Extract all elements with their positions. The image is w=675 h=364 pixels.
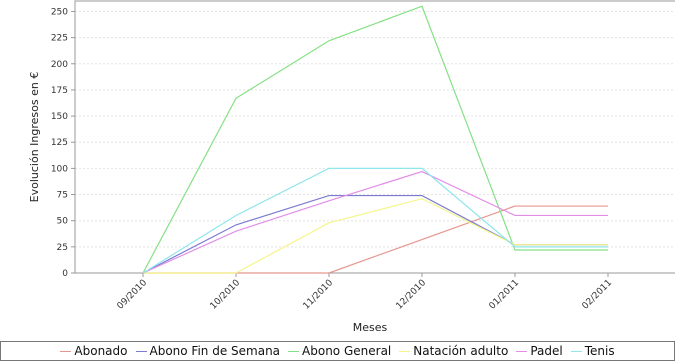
legend: Abonado Abono Fin de Semana Abono General N…	[0, 341, 675, 361]
chart: 0 25 50 75 100 125 150 175 200 225 250 09/2010 10/2…	[28, 0, 675, 334]
legend-item: Abonado	[60, 344, 128, 358]
x-axis-ticks: 09/2010 10/2010 11/2010 12/2010 01/2011 02/20…	[116, 273, 615, 312]
legend-swatch	[135, 350, 147, 352]
x-axis-title: Meses	[353, 321, 388, 334]
legend-label: Abono General	[302, 344, 392, 358]
x-tick-label: 11/2010	[302, 278, 336, 312]
y-tick-label: 100	[51, 164, 68, 174]
y-tick-label: 75	[57, 191, 68, 201]
series-line-tenis	[142, 167, 608, 274]
y-tick-label: 200	[51, 60, 68, 70]
series-line-padel	[142, 170, 608, 274]
series-line-abono-general	[142, 5, 608, 274]
x-tick-label: 09/2010	[116, 278, 150, 312]
series-line-abono-fin-de-semana	[142, 194, 608, 274]
legend-label: Padel	[530, 344, 563, 358]
y-tick-label: 25	[57, 243, 68, 253]
plot-area-border	[74, 0, 675, 274]
legend-item: Abono General	[288, 344, 391, 358]
y-tick-label: 250	[51, 7, 68, 17]
legend-label: Abonado	[74, 344, 128, 358]
legend-swatch	[516, 350, 528, 352]
series-lines	[142, 5, 608, 274]
x-tick-label: 01/2011	[488, 278, 522, 312]
legend-swatch	[399, 350, 411, 352]
legend-item: Padel	[516, 344, 563, 358]
y-tick-label: 0	[62, 269, 68, 279]
x-tick-label: 12/2010	[395, 278, 429, 312]
y-axis-title: Evolución Ingresos en €	[28, 72, 41, 203]
x-tick-label: 02/2011	[581, 278, 615, 312]
legend-label: Tenis	[584, 344, 615, 358]
legend-swatch	[570, 350, 582, 352]
y-tick-label: 175	[51, 86, 68, 96]
series-line-abonado	[143, 205, 608, 274]
legend-label: Abono Fin de Semana	[149, 344, 281, 358]
grid	[75, 10, 675, 248]
y-tick-label: 150	[51, 112, 68, 122]
legend-item: Abono Fin de Semana	[135, 344, 281, 358]
legend-swatch	[60, 350, 72, 352]
legend-item: Natación adulto	[399, 344, 508, 358]
x-tick-label: 10/2010	[209, 278, 243, 312]
series-line-nataci-n-adulto	[143, 198, 608, 274]
y-tick-label: 50	[57, 217, 69, 227]
y-axis-ticks: 0 25 50 75 100 125 150 175 200 225 250	[51, 7, 75, 279]
y-tick-label: 225	[51, 34, 68, 44]
legend-item: Tenis	[570, 344, 615, 358]
y-tick-label: 125	[51, 138, 68, 148]
legend-label: Natación adulto	[413, 344, 509, 358]
legend-swatch	[288, 350, 300, 352]
